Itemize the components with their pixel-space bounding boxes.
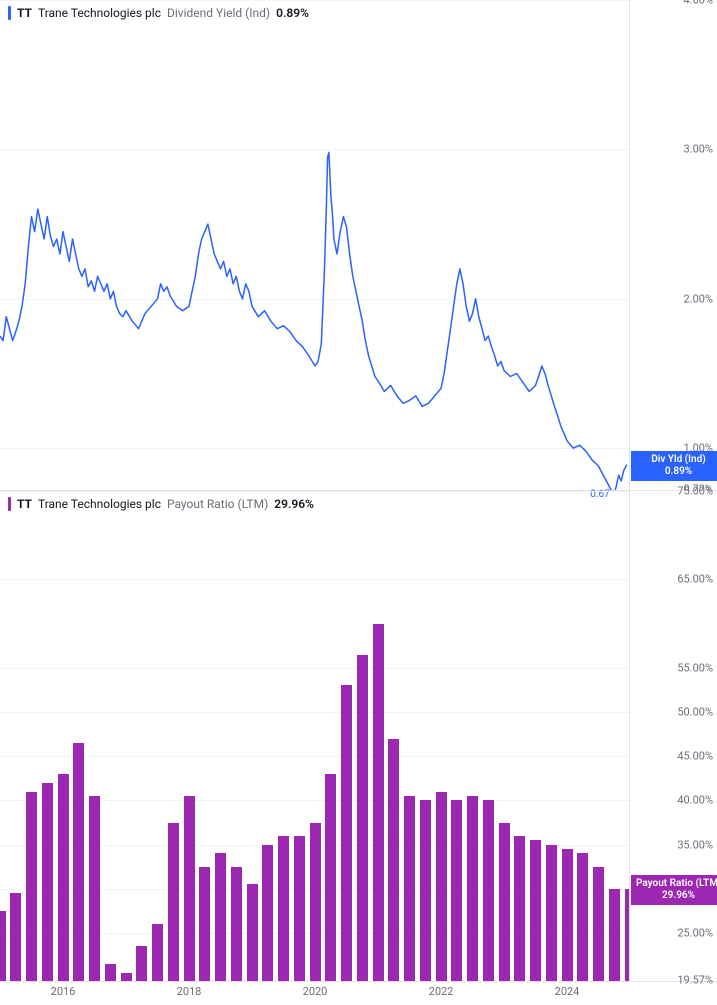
bar[interactable]: [341, 685, 352, 981]
plot-area[interactable]: [0, 491, 630, 981]
legend-color-tick: [8, 6, 11, 20]
y-tick: 55.00%: [677, 661, 713, 674]
chart-legend: TT Trane Technologies plc Payout Ratio (LT…: [4, 495, 318, 513]
y-tick: 40.00%: [677, 794, 713, 807]
y-tick: 3.00%: [683, 143, 713, 156]
value-badge: Div Yld (Ind)0.89%: [631, 451, 717, 481]
y-tick: 35.00%: [677, 838, 713, 851]
bar[interactable]: [420, 800, 431, 981]
legend-name: Trane Technologies plc: [38, 497, 161, 511]
y-tick: 25.00%: [677, 926, 713, 939]
x-tick: 2020: [303, 985, 328, 998]
y-axis: 4.00%3.00%2.00%1.00%0.72%: [629, 0, 717, 490]
bar[interactable]: [514, 836, 525, 981]
legend-symbol: TT: [17, 6, 32, 20]
bar[interactable]: [436, 792, 447, 981]
bar[interactable]: [278, 836, 289, 981]
bar[interactable]: [152, 924, 163, 981]
legend-name: Trane Technologies plc: [38, 6, 161, 20]
dividend-yield-panel: 0.674.00%3.00%2.00%1.00%0.72%TTTrane Tec…: [0, 0, 717, 491]
y-axis: 75.00%65.00%55.00%50.00%45.00%40.00%35.0…: [629, 491, 717, 981]
bar[interactable]: [42, 783, 53, 981]
bar[interactable]: [262, 845, 273, 981]
bar[interactable]: [467, 796, 478, 981]
y-tick: 50.00%: [677, 705, 713, 718]
bar[interactable]: [562, 849, 573, 981]
bar[interactable]: [73, 743, 84, 981]
bar[interactable]: [404, 796, 415, 981]
bar[interactable]: [184, 796, 195, 981]
bar[interactable]: [26, 792, 37, 981]
bar[interactable]: [247, 884, 258, 981]
y-tick: 75.00%: [677, 485, 713, 498]
legend-value: 29.96%: [274, 497, 314, 511]
bar[interactable]: [325, 774, 336, 981]
bar[interactable]: [593, 867, 604, 981]
x-tick: 2024: [555, 985, 580, 998]
bar[interactable]: [231, 867, 242, 981]
legend-metric: Dividend Yield (Ind): [167, 6, 270, 20]
bar[interactable]: [215, 853, 226, 981]
x-tick: 2018: [177, 985, 202, 998]
y-tick: 45.00%: [677, 750, 713, 763]
bar[interactable]: [310, 823, 321, 982]
bar[interactable]: [530, 840, 541, 981]
bar[interactable]: [609, 889, 620, 981]
x-axis: 2016 2018 2020 2022 2024: [0, 982, 717, 1004]
y-tick: 4.00%: [683, 0, 713, 7]
x-tick: 2022: [429, 985, 454, 998]
bar[interactable]: [451, 800, 462, 981]
bar[interactable]: [483, 800, 494, 981]
bar[interactable]: [546, 845, 557, 981]
line-series: [0, 0, 630, 490]
payout-ratio-panel: 75.00%65.00%55.00%50.00%45.00%40.00%35.0…: [0, 491, 717, 982]
bar[interactable]: [499, 823, 510, 982]
bar[interactable]: [357, 655, 368, 981]
bar[interactable]: [388, 739, 399, 981]
legend-symbol: TT: [17, 497, 32, 511]
y-tick: 65.00%: [677, 573, 713, 586]
plot-area[interactable]: 0.67: [0, 0, 630, 490]
legend-color-tick: [8, 497, 11, 511]
bar[interactable]: [136, 946, 147, 981]
chart-legend: TT Trane Technologies plc Dividend Yield (…: [4, 4, 313, 22]
bar[interactable]: [373, 624, 384, 981]
bar[interactable]: [105, 964, 116, 981]
bar[interactable]: [0, 911, 6, 981]
bar[interactable]: [121, 973, 132, 981]
legend-metric: Payout Ratio (LTM): [167, 497, 268, 511]
x-tick: 2016: [51, 985, 76, 998]
bar[interactable]: [168, 823, 179, 982]
legend-value: 0.89%: [276, 6, 309, 20]
bar[interactable]: [89, 796, 100, 981]
bar[interactable]: [199, 867, 210, 981]
bar[interactable]: [58, 774, 69, 981]
bar[interactable]: [10, 893, 21, 981]
y-tick: 2.00%: [683, 292, 713, 305]
bar[interactable]: [294, 836, 305, 981]
chart-container: 0.674.00%3.00%2.00%1.00%0.72%TTTrane Tec…: [0, 0, 717, 1004]
value-badge: Payout Ratio (LTM)29.96%: [631, 875, 717, 905]
bar[interactable]: [577, 853, 588, 981]
